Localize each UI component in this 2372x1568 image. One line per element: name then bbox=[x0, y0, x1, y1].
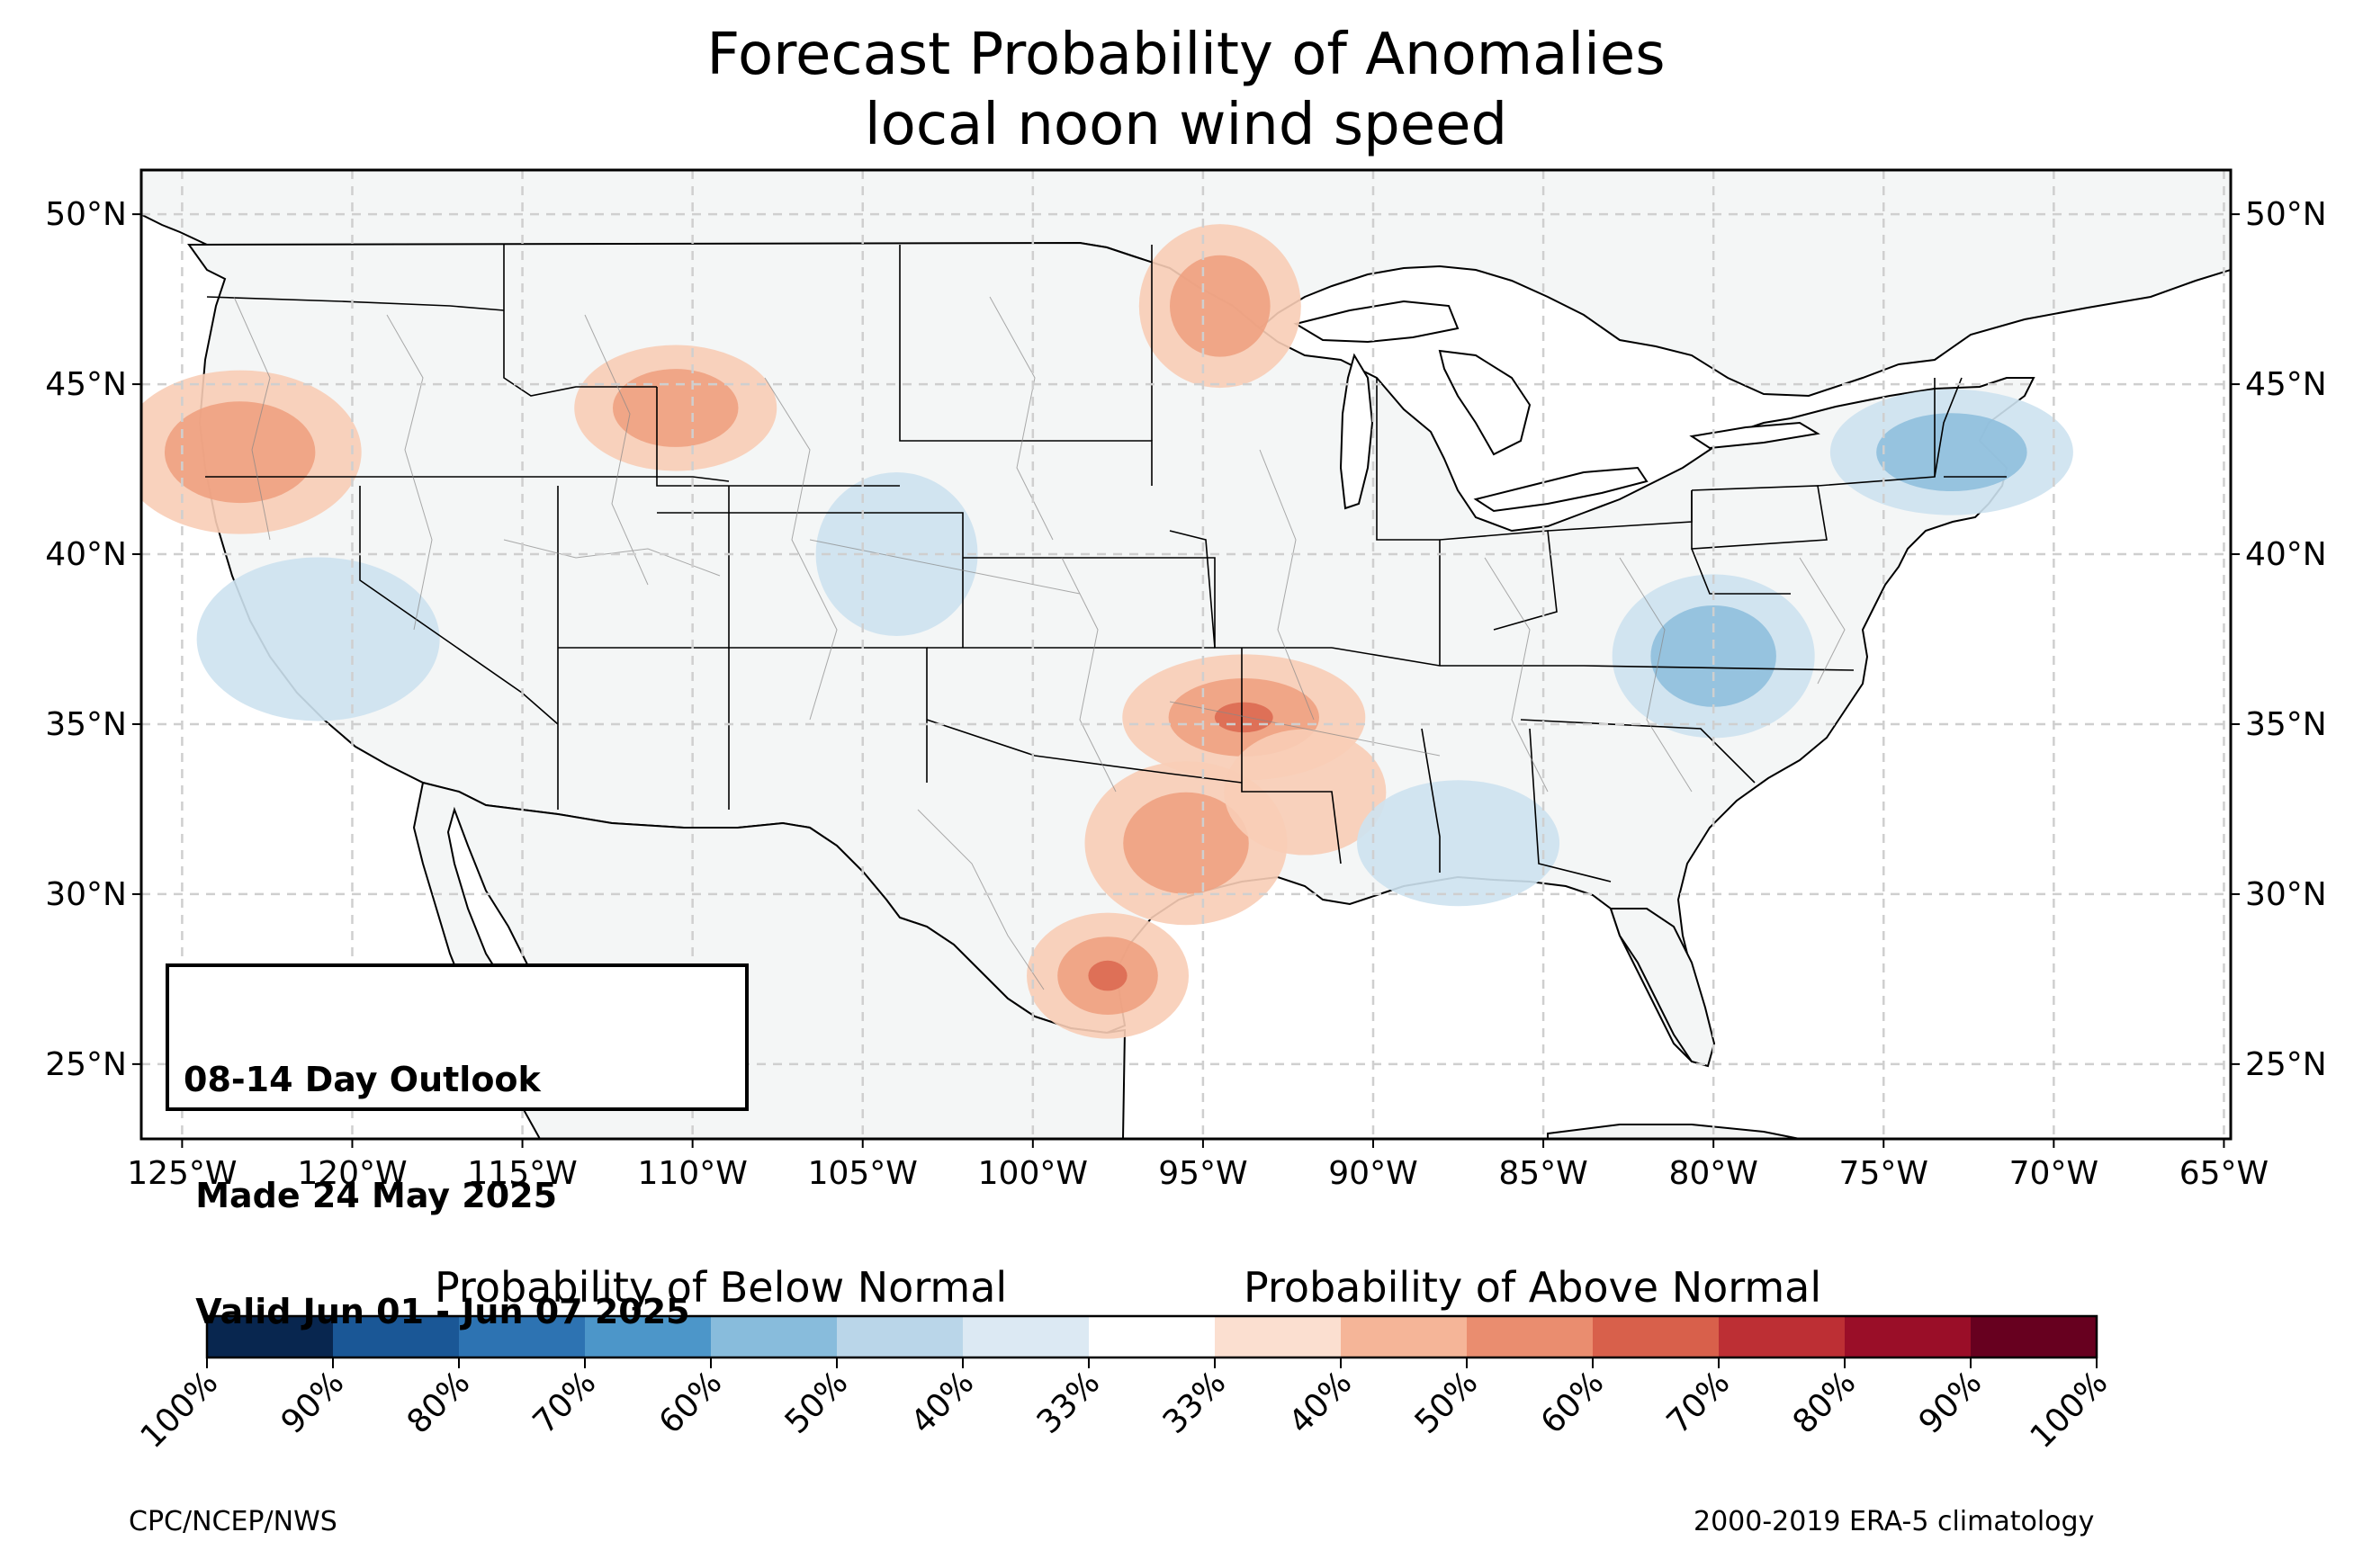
footer-source: CPC/NCEP/NWS bbox=[129, 1506, 337, 1537]
lon-label: 120°W bbox=[297, 1155, 407, 1192]
map-title: Forecast Probability of Anomalies bbox=[706, 22, 1666, 88]
lon-label: 125°W bbox=[127, 1155, 237, 1192]
colorbar-segment bbox=[1593, 1316, 1720, 1357]
lon-label: 90°W bbox=[1328, 1155, 1417, 1192]
colorbar-tick-label: 80% bbox=[1786, 1364, 1864, 1441]
lat-label-right: 25°N bbox=[2245, 1046, 2327, 1083]
lon-label: 105°W bbox=[808, 1155, 918, 1192]
colorbar-segment bbox=[1845, 1316, 1972, 1357]
lat-label-left: 40°N bbox=[45, 536, 127, 573]
lon-label: 70°W bbox=[2009, 1155, 2098, 1192]
anomaly-contour bbox=[1876, 413, 2027, 492]
colorbar-above-label: Probability of Above Normal bbox=[1244, 1263, 1822, 1312]
anomaly-contour bbox=[612, 369, 739, 447]
lon-label: 110°W bbox=[637, 1155, 747, 1192]
anomaly-contour bbox=[1088, 960, 1128, 991]
axis-ticks: 50°N 50°N 45°N 45°N 40°N 40°N 35°N 35°N 30°N 30°N… bbox=[45, 196, 2327, 1192]
lat-label-right: 50°N bbox=[2245, 196, 2327, 233]
colorbar-tick-label: 40% bbox=[1282, 1364, 1360, 1441]
colorbar-tick-label: 50% bbox=[1408, 1364, 1486, 1441]
anomaly-contour bbox=[1214, 702, 1273, 733]
outlook-valid-range: Valid Jun 01 - Jun 07 2025 bbox=[184, 1292, 690, 1331]
colorbar-segment bbox=[1341, 1316, 1468, 1357]
colorbar-tick-label: 90% bbox=[1912, 1364, 1990, 1441]
colorbar-segment bbox=[711, 1316, 838, 1357]
outlook-info-box: 08-14 Day Outlook Made 24 May 2025 Valid… bbox=[166, 963, 749, 1331]
colorbar-segment bbox=[1467, 1316, 1594, 1357]
footer-climatology: 2000-2019 ERA-5 climatology bbox=[1694, 1506, 2095, 1537]
anomaly-region-above bbox=[1027, 912, 1190, 1039]
lon-label: 100°W bbox=[978, 1155, 1088, 1192]
florida-peninsula bbox=[1609, 908, 1716, 1068]
map-subtitle: local noon wind speed bbox=[864, 92, 1508, 158]
colorbar-tick-label: 70% bbox=[1660, 1364, 1738, 1441]
anomaly-region-below bbox=[1829, 389, 2073, 515]
colorbar-tick-label: 80% bbox=[400, 1364, 478, 1441]
lat-label-left: 35°N bbox=[45, 706, 127, 743]
state-boundaries bbox=[205, 245, 2007, 883]
anomaly-contour bbox=[1170, 255, 1271, 357]
colorbar-tick-label: 60% bbox=[1534, 1364, 1612, 1441]
anomaly-region-below bbox=[1357, 780, 1560, 907]
lat-label-right: 30°N bbox=[2245, 876, 2327, 913]
map-frame-border bbox=[139, 168, 2233, 1141]
lat-label-left: 25°N bbox=[45, 1046, 127, 1083]
colorbar-segment bbox=[1215, 1316, 1342, 1357]
colorbar-segment bbox=[585, 1316, 712, 1357]
colorbar-segment bbox=[1719, 1316, 1846, 1357]
anomaly-contour bbox=[164, 401, 316, 504]
colorbar-segment bbox=[963, 1316, 1090, 1357]
anomaly-region-above bbox=[141, 370, 362, 534]
colorbar-segment bbox=[1089, 1316, 1216, 1357]
lon-label: 80°W bbox=[1668, 1155, 1757, 1192]
lat-label-left: 30°N bbox=[45, 876, 127, 913]
anomaly-region-below bbox=[196, 557, 440, 721]
lake-michigan bbox=[1339, 353, 1374, 510]
lake-ontario bbox=[1689, 421, 1820, 450]
colorbar-tick-label: 100% bbox=[2024, 1364, 2116, 1456]
colorbar-tick-label: 50% bbox=[778, 1364, 856, 1441]
colorbar-tick-label: 40% bbox=[904, 1364, 982, 1441]
graticule bbox=[141, 170, 2231, 1139]
colorbar-tick-label: 70% bbox=[526, 1364, 604, 1441]
colorbar-border bbox=[205, 1314, 2098, 1359]
lon-label: 95°W bbox=[1158, 1155, 1247, 1192]
lake-erie bbox=[1473, 466, 1649, 513]
colorbar-tick-label: 33% bbox=[1156, 1364, 1234, 1441]
anomaly-region-above bbox=[574, 345, 777, 471]
county-boundaries bbox=[233, 296, 1846, 990]
lon-label: 85°W bbox=[1498, 1155, 1587, 1192]
colorbar-segment bbox=[333, 1316, 460, 1357]
lat-label-right: 40°N bbox=[2245, 536, 2327, 573]
lon-label: 75°W bbox=[1839, 1155, 1928, 1192]
outlook-period: 08-14 Day Outlook bbox=[184, 1060, 541, 1099]
colorbar-segment bbox=[1971, 1316, 2098, 1357]
anomaly-probability-layer bbox=[141, 224, 2073, 1039]
lon-label: 115°W bbox=[467, 1155, 577, 1192]
cuba-coast bbox=[1547, 1124, 1801, 1139]
colorbar-segment bbox=[207, 1316, 334, 1357]
lat-label-left: 50°N bbox=[45, 196, 127, 233]
lake-superior bbox=[1293, 300, 1460, 344]
lake-huron bbox=[1438, 349, 1532, 456]
colorbar-tick-label: 100% bbox=[134, 1364, 226, 1456]
colorbar-tick-label: 90% bbox=[274, 1364, 352, 1441]
anomaly-region-above bbox=[1138, 224, 1301, 389]
anomaly-contour bbox=[196, 557, 440, 721]
anomaly-contour bbox=[1357, 780, 1560, 907]
anomaly-contour bbox=[1123, 792, 1249, 894]
colorbar-below-label: Probability of Below Normal bbox=[435, 1263, 1008, 1312]
colorbar-segment bbox=[459, 1316, 586, 1357]
lat-label-right: 35°N bbox=[2245, 706, 2327, 743]
outlook-made-date: Made 24 May 2025 bbox=[184, 1176, 558, 1215]
lat-label-left: 45°N bbox=[45, 366, 127, 403]
colorbar-tick-label: 33% bbox=[1030, 1364, 1108, 1441]
colorbar-tick-label: 60% bbox=[652, 1364, 730, 1441]
lat-label-right: 45°N bbox=[2245, 366, 2327, 403]
colorbar-segment bbox=[837, 1316, 964, 1357]
lon-label: 65°W bbox=[2179, 1155, 2269, 1192]
